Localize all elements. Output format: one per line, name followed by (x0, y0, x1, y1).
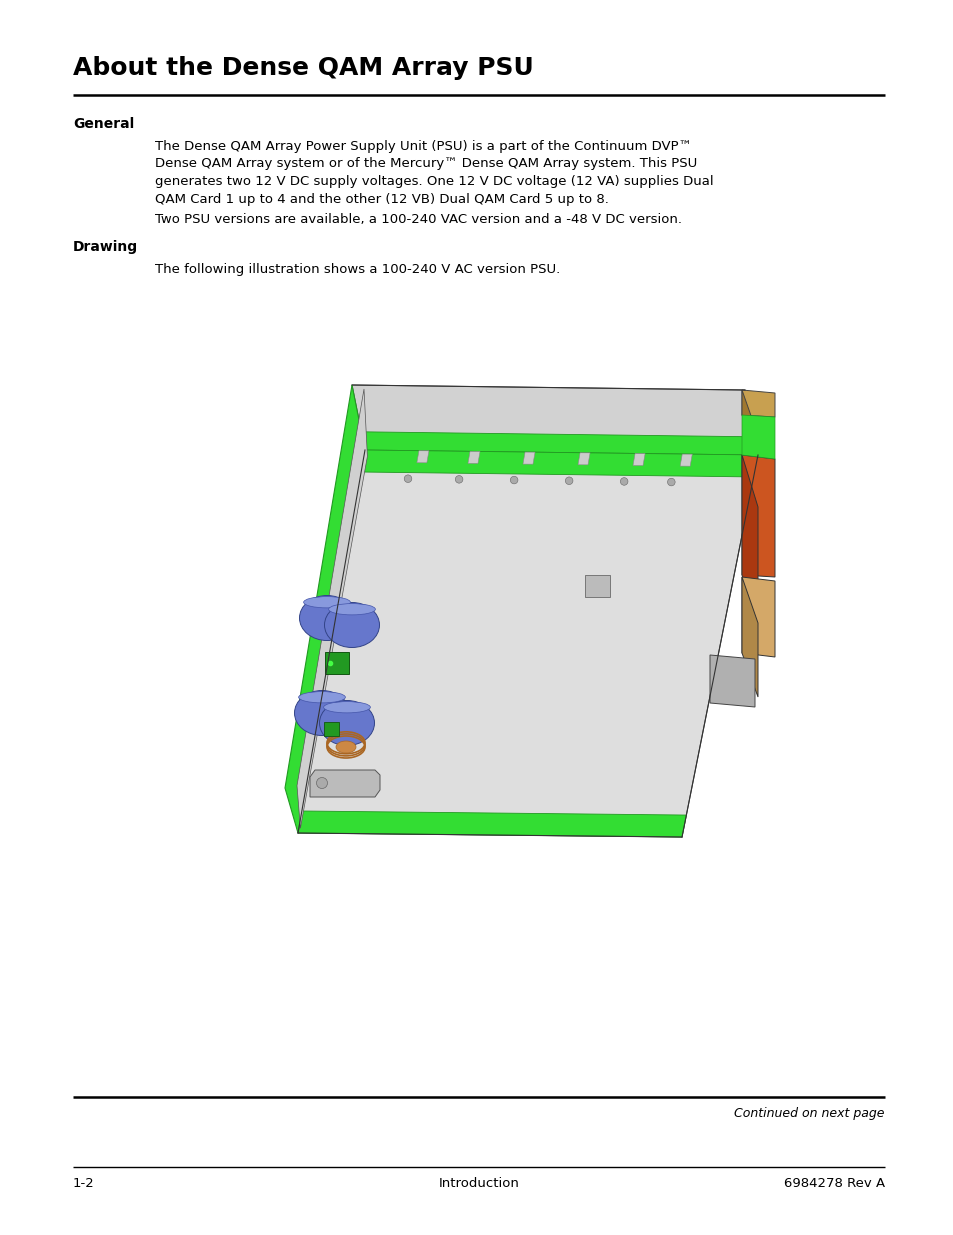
Circle shape (510, 477, 517, 484)
Text: 1-2: 1-2 (73, 1177, 94, 1191)
FancyBboxPatch shape (323, 721, 338, 736)
Polygon shape (584, 576, 609, 597)
Polygon shape (416, 451, 429, 463)
Polygon shape (709, 655, 754, 706)
Polygon shape (741, 577, 758, 697)
Text: Continued on next page: Continued on next page (734, 1107, 884, 1120)
Polygon shape (741, 415, 774, 459)
Polygon shape (578, 453, 590, 464)
Text: The Dense QAM Array Power Supply Unit (PSU) is a part of the Continuum DVP™
Dens: The Dense QAM Array Power Supply Unit (P… (154, 140, 713, 205)
Polygon shape (352, 385, 758, 454)
Polygon shape (741, 390, 755, 453)
Polygon shape (468, 452, 479, 463)
Ellipse shape (323, 701, 370, 713)
Circle shape (404, 475, 412, 483)
Circle shape (619, 478, 627, 485)
Text: Drawing: Drawing (73, 240, 138, 254)
Circle shape (455, 475, 462, 483)
Ellipse shape (319, 700, 375, 746)
Text: About the Dense QAM Array PSU: About the Dense QAM Array PSU (73, 56, 533, 80)
Polygon shape (522, 452, 535, 464)
Polygon shape (741, 454, 774, 577)
Ellipse shape (294, 690, 349, 736)
Text: 6984278 Rev A: 6984278 Rev A (783, 1177, 884, 1191)
FancyBboxPatch shape (325, 652, 349, 674)
Text: The following illustration shows a 100-240 V AC version PSU.: The following illustration shows a 100-2… (154, 263, 559, 275)
Polygon shape (361, 432, 758, 454)
Ellipse shape (335, 741, 355, 753)
Circle shape (565, 477, 573, 484)
Polygon shape (310, 769, 379, 797)
Text: Introduction: Introduction (438, 1177, 518, 1191)
Text: General: General (73, 117, 134, 131)
Circle shape (667, 478, 675, 485)
Ellipse shape (298, 692, 345, 703)
Circle shape (316, 778, 327, 788)
Polygon shape (285, 385, 365, 832)
Ellipse shape (328, 604, 375, 615)
Polygon shape (741, 454, 758, 625)
Polygon shape (361, 450, 758, 477)
Ellipse shape (303, 597, 350, 608)
Polygon shape (297, 811, 685, 837)
Polygon shape (633, 453, 644, 466)
Polygon shape (296, 389, 367, 829)
Ellipse shape (299, 595, 355, 641)
Ellipse shape (324, 603, 379, 647)
Polygon shape (297, 450, 758, 837)
Polygon shape (741, 390, 774, 417)
Polygon shape (741, 577, 774, 657)
Text: Two PSU versions are available, a 100-240 VAC version and a -48 V DC version.: Two PSU versions are available, a 100-24… (154, 212, 681, 226)
Polygon shape (679, 454, 692, 466)
